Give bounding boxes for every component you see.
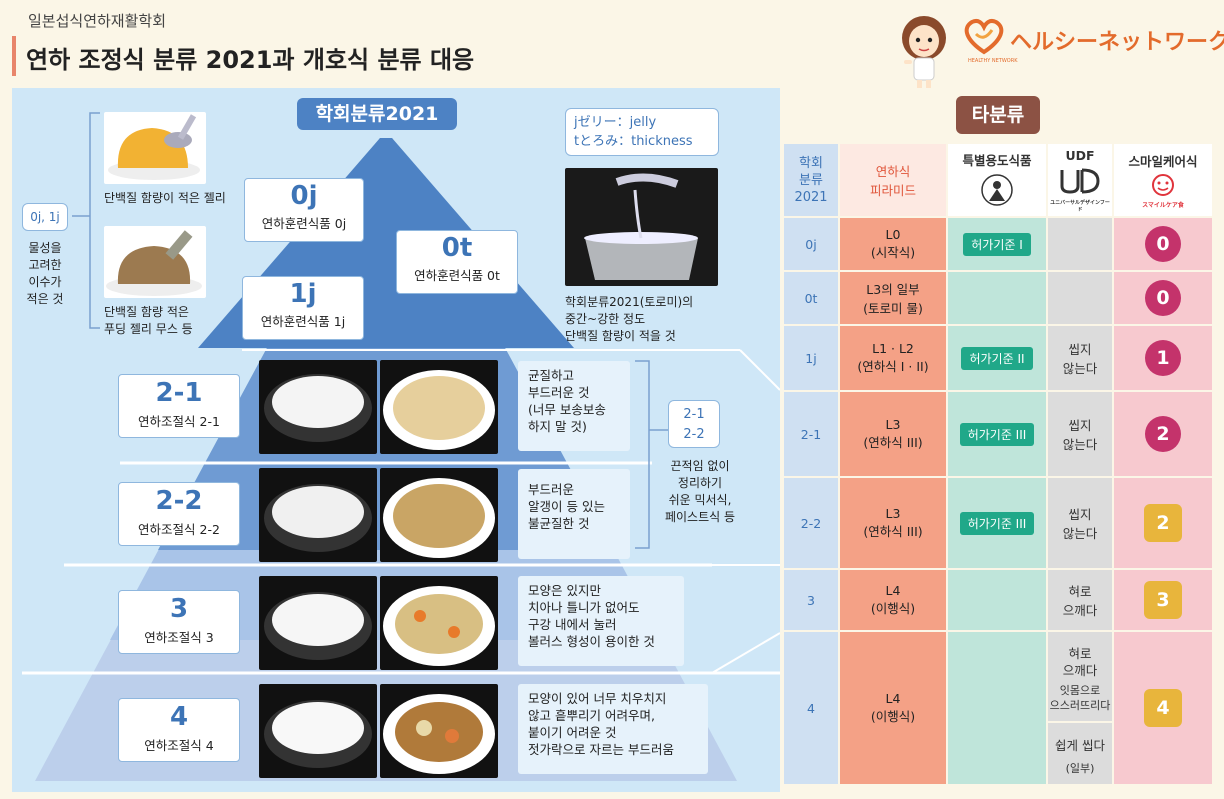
jelly-photo [104, 112, 206, 184]
mascot-illustration [902, 16, 946, 88]
level-box-1j: 1j 연하훈련식품 1j [242, 276, 364, 340]
tok-badge: 허가기준 II [961, 346, 1033, 370]
thickened-water-photo [565, 168, 718, 286]
rice-porridge-photo-2-2 [259, 468, 377, 562]
comparison-table: 학회 분류 2021 연하식 피라미드 특별용도식품 UDF ユニバーサルデザイ… [782, 142, 1214, 786]
puree-photo-2-1 [380, 360, 498, 454]
heart-logo-icon [964, 18, 1004, 55]
level-box-3: 3 연하조절식 3 [118, 590, 240, 654]
pudding-photo [104, 226, 206, 298]
soup-photo-4 [380, 684, 498, 778]
side-code-box: 0j, 1j [22, 203, 68, 231]
brand-logo-subtext: HEALTHY NETWORK [968, 58, 1018, 64]
rice-porridge-photo-2-1 [259, 360, 377, 454]
header-tokubetsu: 특별용도식품 [946, 142, 1048, 218]
tok-badge: 허가기준 III [959, 511, 1035, 535]
header-udf: UDF ユニバーサルデザインフード [1046, 142, 1114, 218]
mash-photo-2-2 [380, 468, 498, 562]
table-header-row: 학회 분류 2021 연하식 피라미드 특별용도식품 UDF ユニバーサルデザイ… [782, 142, 1214, 218]
smile-badge: 2 [1144, 504, 1182, 542]
level-box-4: 4 연하조절식 4 [118, 698, 240, 762]
level-box-2-1: 2-1 연하조절식 2-1 [118, 374, 240, 438]
level-box-2-2: 2-2 연하조절식 2-2 [118, 482, 240, 546]
smile-badge: 2 [1145, 416, 1181, 452]
tokubetsu-mark-icon [981, 174, 1013, 206]
header-pyramid: 연하식 피라미드 [838, 142, 948, 218]
bracket-code-box: 2-1 2-2 [668, 400, 720, 448]
tok-badge: 허가기준 I [963, 232, 1031, 256]
side-note: 물성을 고려한 이수가 적은 것 [26, 241, 64, 306]
smile-badge: 1 [1145, 340, 1181, 376]
header-subtitle: 일본섭식연하재활학회 [28, 12, 167, 30]
table-row: 1j L1 · L2 (연하식 I · II) 허가기준 II 씹지 않는다 1 [782, 324, 1214, 392]
table-row: 0j L0 (시작식) 허가기준 I 0 [782, 216, 1214, 272]
table-row: 4 L4 (이행식) 혀로 으깨다 잇몸으로 으스러뜨리다 쉽게 씹다 (일부)… [782, 630, 1214, 786]
desc-4: 모양이 있어 너무 치우치지 않고 흩뿌리기 어려우며, 붙이기 어려운 것 젓… [518, 684, 708, 774]
level-box-0t: 0t 연하훈련식품 0t [396, 230, 518, 294]
header-gakkai: 학회 분류 2021 [782, 142, 840, 218]
pudding-caption: 단백질 함량 적은 푸딩 젤리 무스 등 [104, 305, 193, 336]
desc-2-2: 부드러운 알갱이 등 있는 불균질한 것 [518, 469, 630, 559]
thickened-water-caption: 학회분류2021(토로미)의 중간~강한 정도 단백질 함량이 적을 것 [565, 295, 694, 343]
desc-3: 모양은 있지만 치아나 틀니가 없어도 구강 내에서 눌러 볼러스 형성이 용이… [518, 576, 684, 666]
table-row: 2-1 L3 (연하식 III) 허가기준 III 씹지 않는다 2 [782, 390, 1214, 478]
bracket-note: 끈적임 없이 정리하기 쉬운 믹서식, 페이스트식 등 [664, 459, 736, 524]
smile-badge: 4 [1144, 689, 1182, 727]
smile-badge: 0 [1145, 226, 1181, 262]
smile-badge: 3 [1144, 581, 1182, 619]
table-row: 3 L4 (이행식) 혀로 으깨다 3 [782, 568, 1214, 632]
soft-rice-photo-3 [259, 576, 377, 670]
smile-badge: 0 [1145, 280, 1181, 316]
level-box-0j: 0j 연하훈련식품 0j [244, 178, 364, 242]
rice-photo-4 [259, 684, 377, 778]
legend-box: jゼリー：jelly tとろみ：thickness [565, 108, 719, 156]
brand-logo-text: ヘルシーネットワーク [1010, 30, 1224, 55]
table-row: 0t L3의 일부 (토로미 물) 0 [782, 270, 1214, 326]
other-classification-title: 타분류 [956, 96, 1040, 134]
header-smile: 스마일케어식 スマイルケア食 [1112, 142, 1214, 218]
page-title: 연하 조정식 분류 2021과 개호식 분류 대응 [26, 46, 475, 74]
desc-2-1: 균질하고 부드러운 것 (너무 보송보송 하지 말 것) [518, 361, 630, 451]
jelly-caption: 단백질 함량이 적은 젤리 [104, 191, 226, 205]
gakkai-classification-title: 학회분류2021 [297, 98, 457, 130]
udf-logo-icon [1060, 168, 1100, 194]
tok-badge: 허가기준 III [959, 422, 1035, 446]
title-accent-bar [12, 36, 16, 76]
smile-care-logo-icon [1152, 174, 1174, 196]
table-row: 2-2 L3 (연하식 III) 허가기준 III 씹지 않는다 2 [782, 476, 1214, 570]
stew-photo-3 [380, 576, 498, 670]
